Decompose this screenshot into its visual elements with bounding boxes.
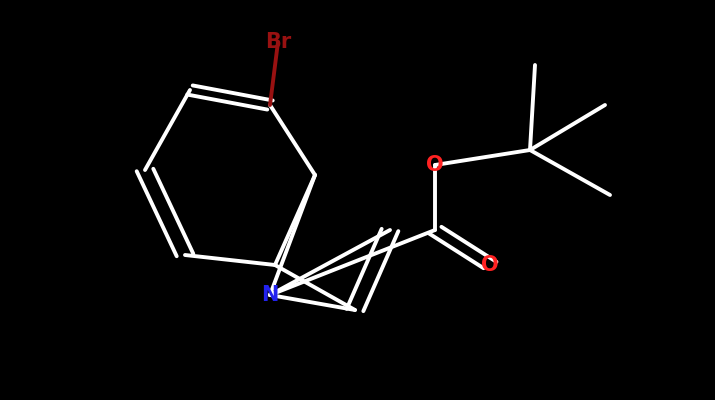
Text: N: N [261, 285, 279, 305]
Text: Br: Br [265, 32, 291, 52]
Text: O: O [426, 155, 444, 175]
Text: O: O [481, 255, 499, 275]
